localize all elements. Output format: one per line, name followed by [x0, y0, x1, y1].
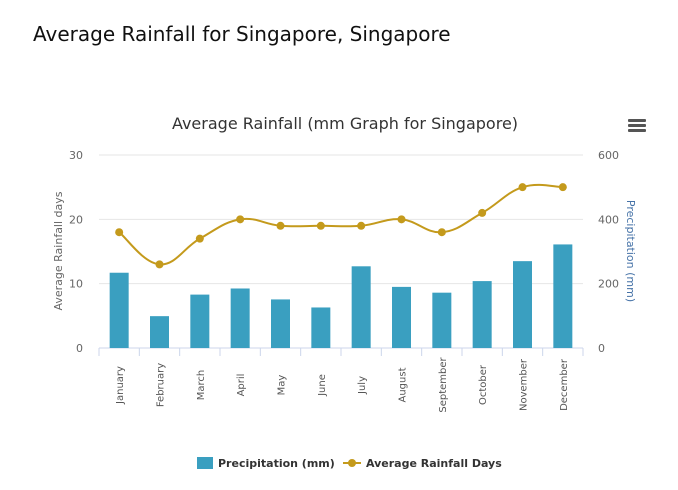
y-left-tick-label: 20 [69, 213, 83, 226]
x-category-label: December [559, 358, 570, 411]
x-category-label: June [317, 374, 328, 397]
y-right-tick-label: 600 [598, 149, 619, 162]
x-category-label: November [519, 358, 530, 411]
rainfall-days-point [115, 228, 124, 237]
x-category-label: January [115, 366, 126, 405]
x-category-label: May [277, 375, 288, 396]
y-left-tick-label: 30 [69, 149, 83, 162]
rainfall-days-point [518, 183, 527, 192]
rainfall-days-line [118, 183, 563, 266]
precipitation-bar [271, 299, 290, 348]
legend-rainfall-days-label: Average Rainfall Days [366, 457, 502, 470]
x-category-label: April [236, 374, 247, 397]
legend-precipitation-swatch [197, 457, 213, 469]
precipitation-bar [311, 307, 331, 348]
x-category-label: March [196, 370, 207, 400]
page-title: Average Rainfall for Singapore, Singapor… [33, 22, 451, 46]
hamburger-menu-icon[interactable] [628, 119, 646, 133]
precipitation-bar [109, 272, 129, 348]
y-right-axis-label: Precipitation (mm) [624, 200, 637, 302]
precipitation-bar [432, 292, 452, 348]
x-category-label: July [357, 376, 368, 395]
y-left-axis-label: Average Rainfall days [52, 191, 65, 310]
y-right-tick-label: 0 [598, 342, 605, 355]
rainfall-days-point [236, 215, 245, 224]
y-right-tick-label: 400 [598, 213, 619, 226]
x-category-label: October [478, 364, 489, 405]
precipitation-bar [472, 281, 492, 348]
y-left-tick-label: 10 [69, 278, 83, 291]
rainfall-days-point [155, 260, 164, 269]
rainfall-days-point [276, 221, 285, 230]
precipitation-bar [351, 266, 371, 348]
precipitation-bar [553, 244, 573, 348]
precipitation-bar [230, 288, 250, 348]
legend-rainfall-days-marker [348, 459, 356, 467]
x-category-label: September [438, 356, 449, 412]
precipitation-bar [190, 294, 210, 348]
precipitation-bar [513, 261, 532, 348]
legend-precipitation-label: Precipitation (mm) [218, 457, 335, 470]
rainfall-days-point [437, 228, 446, 237]
rainfall-days-point [397, 215, 406, 224]
rainfall-days-point [316, 221, 325, 230]
rainfall-days-point [478, 208, 487, 217]
chart-title: Average Rainfall (mm Graph for Singapore… [172, 114, 518, 133]
rainfall-days-point [357, 221, 366, 230]
rainfall-days-point [195, 234, 204, 243]
x-category-label: February [156, 363, 167, 407]
y-left-tick-label: 0 [76, 342, 83, 355]
rainfall-days-point [558, 183, 567, 192]
precipitation-bar [392, 286, 411, 348]
y-right-tick-label: 200 [598, 278, 619, 291]
x-category-label: August [398, 367, 409, 402]
precipitation-bar [150, 316, 169, 348]
